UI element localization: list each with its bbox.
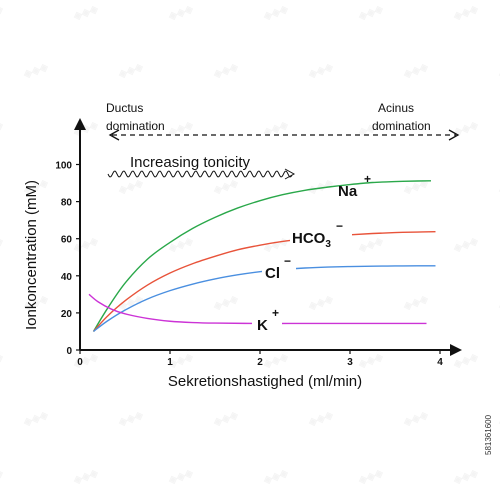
label-hco3-charge: − (336, 219, 343, 233)
watermark-mark: ◈◈◈ (261, 351, 290, 371)
y-tick-label: 0 (66, 346, 72, 357)
x-tick-label: 2 (257, 357, 263, 368)
ductus-domination-label: domination (106, 119, 165, 133)
watermark-mark: ◈◈◈ (116, 61, 145, 81)
label-hco3: HCO3 − (290, 219, 352, 250)
watermark-mark: ◈◈◈ (401, 177, 430, 197)
acinus-domination-label: domination (372, 119, 431, 133)
dashed-double-arrow (108, 129, 460, 141)
label-hco3-bg (290, 226, 352, 248)
y-axis-title: Ionkoncentration (mM) (23, 180, 40, 330)
label-na-charge: + (364, 172, 371, 186)
x-tick-label: 0 (77, 357, 83, 368)
watermark-mark: ◈◈◈ (356, 467, 385, 487)
x-tick-label: 3 (347, 357, 353, 368)
watermark-mark: ◈◈◈ (166, 467, 195, 487)
y-tick-label: 20 (61, 309, 73, 320)
watermark-mark: ◈◈◈ (401, 61, 430, 81)
increasing-tonicity-label: Increasing tonicity (130, 154, 251, 171)
label-hco3-main: HCO (292, 230, 326, 247)
y-tick-label: 60 (61, 235, 73, 246)
series-line-na (92, 180, 432, 332)
watermark-mark: ◈◈◈ (21, 61, 50, 81)
watermark-mark: ◈◈◈ (71, 467, 100, 487)
y-tick-label: 80 (61, 198, 73, 209)
x-axis-arrowhead (450, 344, 462, 356)
tonicity-arrowhead (284, 168, 296, 180)
watermark-mark: ◈◈◈ (306, 293, 335, 313)
stock-id: 581361600 (484, 414, 493, 455)
watermark-mark: ◈◈◈ (306, 409, 335, 429)
label-na: Na + (338, 172, 371, 200)
watermark-mark: ◈◈◈ (261, 467, 290, 487)
watermark-mark: ◈◈◈ (71, 235, 100, 255)
y-axis-arrowhead (74, 118, 86, 130)
series-group (88, 180, 436, 333)
watermark-mark: ◈◈◈ (71, 351, 100, 371)
x-axis-title: Sekretionshastighed (ml/min) (168, 373, 362, 390)
watermark-mark: ◈◈◈ (211, 409, 240, 429)
label-k-text: K (257, 317, 268, 334)
label-na-text: Na (338, 183, 358, 200)
watermark-mark: ◈◈◈ (356, 3, 385, 23)
label-k: K + (252, 306, 282, 334)
watermark-mark: ◈◈◈ (451, 235, 480, 255)
watermark-mark: ◈◈◈ (211, 293, 240, 313)
watermark-mark: ◈◈◈ (356, 235, 385, 255)
series-line-cl (93, 265, 436, 333)
tonicity-wavy-arrow (107, 170, 293, 178)
y-tick-label: 40 (61, 272, 73, 283)
watermark-mark: ◈◈◈ (451, 467, 480, 487)
x-tick-label: 1 (167, 357, 173, 368)
x-tick-label: 4 (437, 357, 443, 368)
watermark-mark: ◈◈◈ (0, 3, 5, 23)
watermark-mark: ◈◈◈ (496, 61, 500, 81)
ductus-label: Ductus (106, 101, 143, 115)
watermark-mark: ◈◈◈ (166, 3, 195, 23)
watermark-mark: ◈◈◈ (451, 3, 480, 23)
watermark-mark: ◈◈◈ (496, 409, 500, 429)
watermark-mark: ◈◈◈ (496, 177, 500, 197)
label-cl-charge: − (284, 254, 291, 268)
label-hco3-subscript: 3 (325, 239, 331, 250)
label-hco3-text: HCO3 (292, 230, 331, 250)
watermark-mark: ◈◈◈ (211, 61, 240, 81)
watermark-mark: ◈◈◈ (0, 235, 5, 255)
y-tick-label: 100 (55, 161, 72, 172)
label-cl-text: Cl (265, 265, 280, 282)
watermark-mark: ◈◈◈ (166, 119, 195, 139)
watermark-pattern: ◈◈◈ ◈◈◈ ◈◈◈ ◈◈◈ ◈◈◈ ◈◈◈ ◈◈◈ ◈◈◈ ◈◈◈ ◈◈◈ ◈◈◈ ◈◈◈ ◈◈◈ ◈… (0, 3, 500, 487)
watermark-mark: ◈◈◈ (0, 351, 5, 371)
watermark-mark: ◈◈◈ (451, 351, 480, 371)
watermark-mark: ◈◈◈ (116, 409, 145, 429)
watermark-mark: ◈◈◈ (71, 3, 100, 23)
watermark-mark: ◈◈◈ (0, 119, 5, 139)
watermark-mark: ◈◈◈ (211, 177, 240, 197)
watermark-mark: ◈◈◈ (21, 409, 50, 429)
label-cl: Cl − (262, 254, 296, 282)
watermark-mark: ◈◈◈ (401, 409, 430, 429)
watermark-mark: ◈◈◈ (401, 293, 430, 313)
watermark-mark: ◈◈◈ (356, 351, 385, 371)
watermark-mark: ◈◈◈ (0, 467, 5, 487)
acinus-label: Acinus (378, 101, 414, 115)
watermark-mark: ◈◈◈ (306, 61, 335, 81)
label-cl-bg (262, 260, 296, 282)
watermark-mark: ◈◈◈ (261, 119, 290, 139)
label-k-bg (252, 312, 282, 334)
series-line-k (88, 293, 427, 325)
watermark-mark: ◈◈◈ (261, 3, 290, 23)
watermark-mark: ◈◈◈ (496, 293, 500, 313)
watermark-mark: ◈◈◈ (166, 235, 195, 255)
series-line-hco3 (92, 230, 436, 332)
watermark-mark: ◈◈◈ (116, 177, 145, 197)
label-k-charge: + (272, 306, 279, 320)
